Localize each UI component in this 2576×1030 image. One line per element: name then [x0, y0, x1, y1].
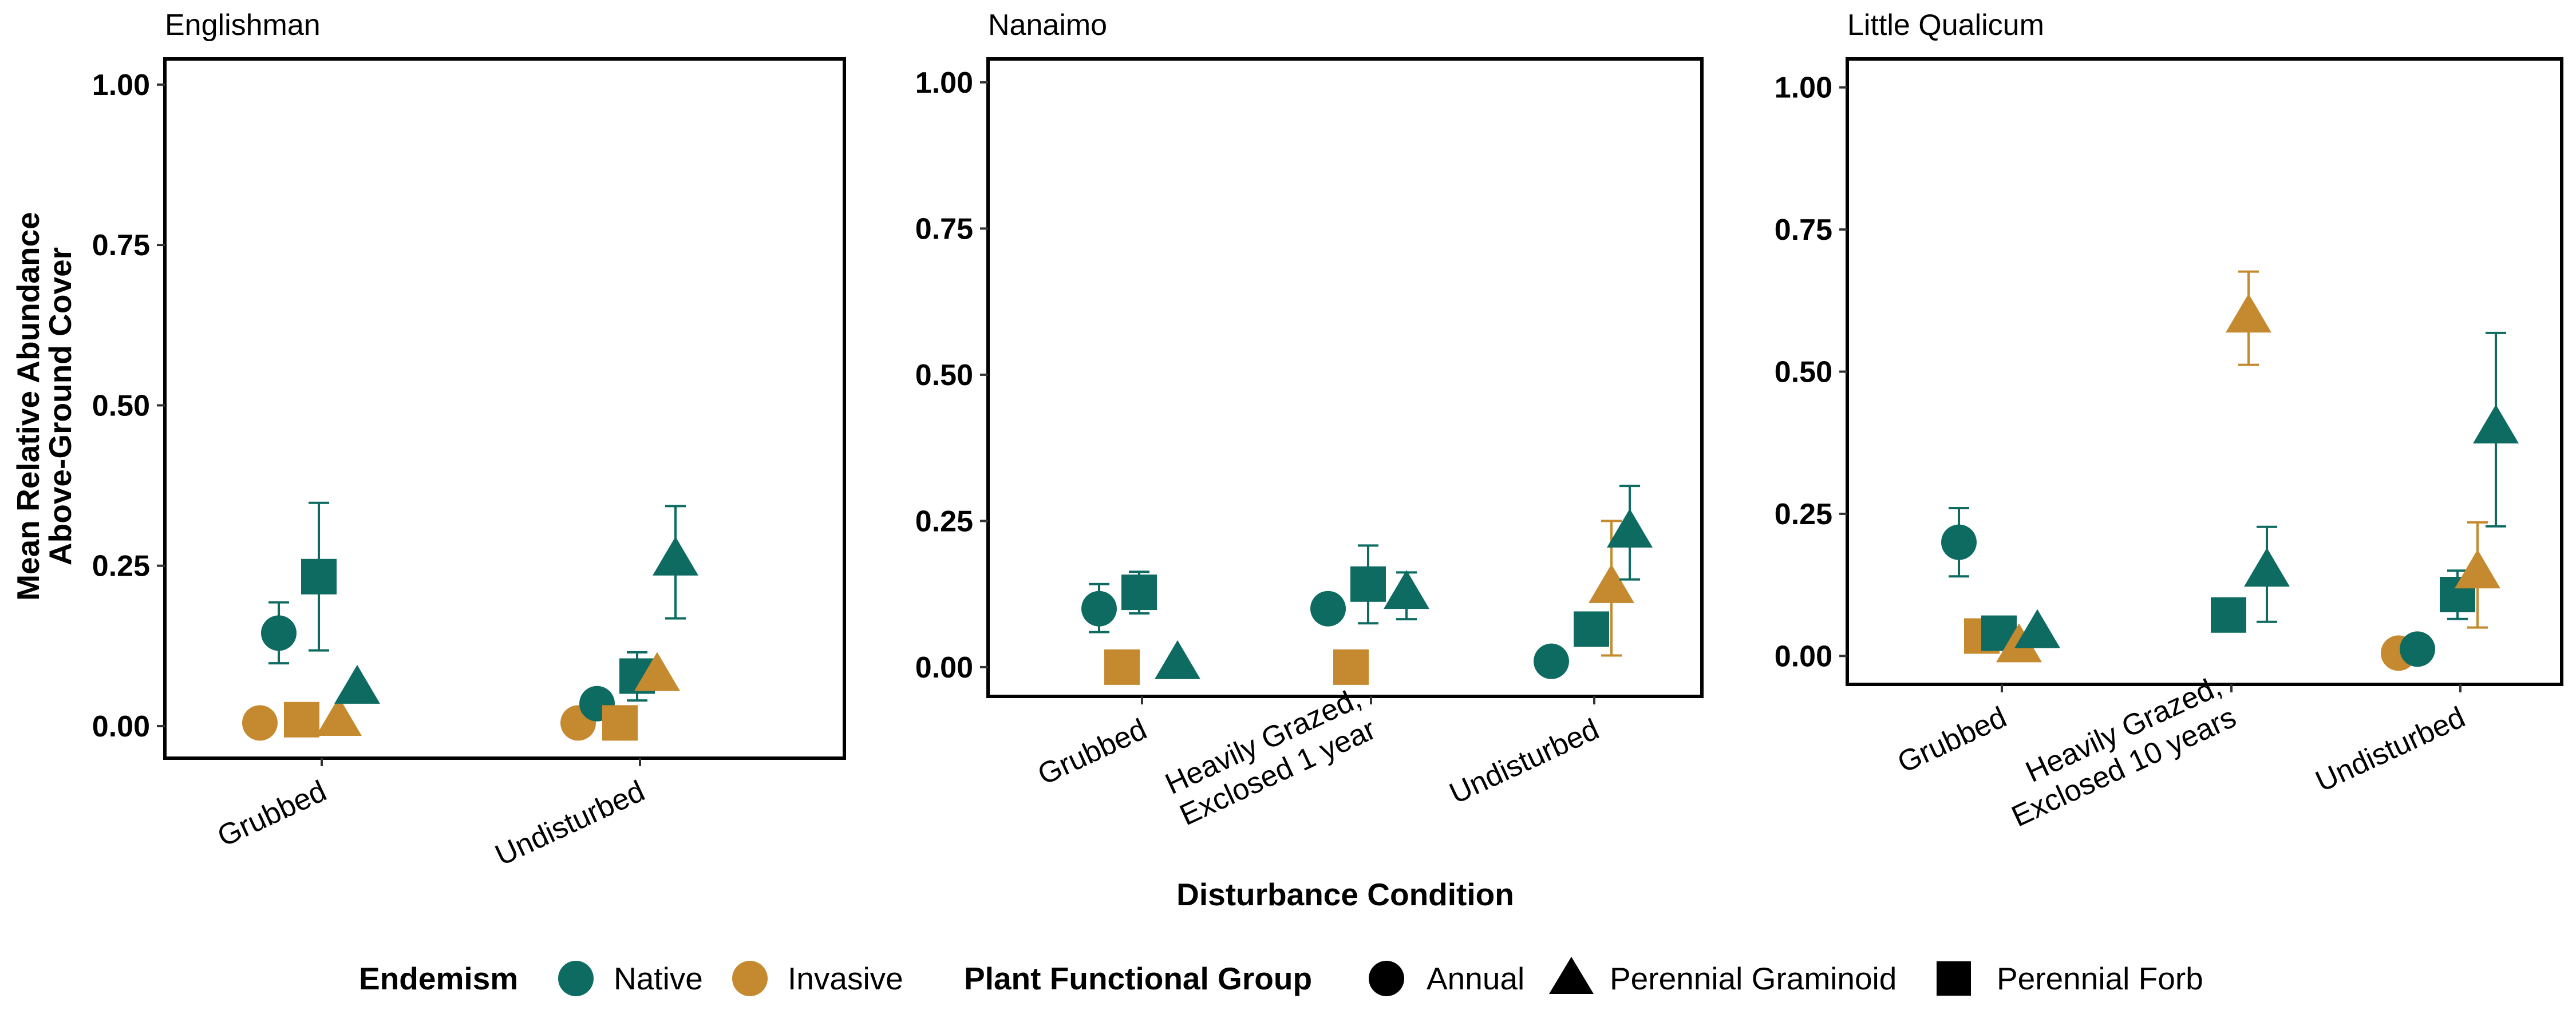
legend-annual-label: Annual [1427, 961, 1524, 996]
legend-invasive-swatch [732, 961, 768, 996]
point-native-perennial-forb [1121, 575, 1157, 610]
point-native-annual [261, 615, 297, 651]
x-axis-title: Disturbance Condition [1176, 877, 1514, 912]
y-tick-label: 0.25 [915, 505, 973, 538]
x-tick-label-heavily-grazed: Heavily Grazed,Exclosed 1 year [1160, 682, 1381, 832]
legend-graminoid-label: Perennial Graminoid [1610, 961, 1897, 996]
point-native-perennial-graminoid [334, 665, 380, 704]
point-native-perennial-graminoid [1384, 570, 1429, 609]
panel-title: Nanaimo [988, 9, 1107, 42]
legend-native-label: Native [614, 961, 703, 996]
point-native-perennial-forb [301, 559, 337, 595]
y-tick-label: 0.25 [92, 550, 150, 583]
panel-nanaimo: Nanaimo 0.00 0.25 0.50 0.75 1.00 Grubbed Heavil… [915, 9, 1702, 832]
y-axis-title-line2: Above-Ground Cover [42, 247, 78, 565]
point-native-perennial-forb [1574, 611, 1609, 647]
point-native-annual [1310, 591, 1346, 627]
point-invasive-perennial-graminoid [1589, 564, 1634, 603]
y-axis-title-line1: Mean Relative Abundance [10, 212, 46, 601]
point-invasive-perennial-forb [602, 705, 638, 740]
y-tick-label: 1.00 [915, 66, 973, 100]
legend: Endemism Native Invasive Plant Functiona… [359, 957, 2203, 996]
panel-little-qualicum: Little Qualicum 0.00 0.25 0.50 0.75 1.00 Grubb… [1775, 9, 2562, 833]
x-tick-label-grubbed: Grubbed [212, 774, 331, 853]
point-native-perennial-forb [1350, 566, 1386, 602]
x-tick-label-undisturbed: Undisturbed [490, 774, 650, 872]
legend-graminoid-swatch [1549, 957, 1594, 994]
legend-annual-swatch [1369, 961, 1404, 996]
y-tick-label: 0.75 [1775, 213, 1832, 247]
legend-forb-swatch [1937, 961, 1971, 996]
y-tick-label: 1.00 [1775, 72, 1832, 105]
point-native-annual [1081, 591, 1117, 627]
point-native-perennial-graminoid [2244, 548, 2290, 587]
point-native-perennial-forb [2211, 597, 2246, 633]
x-tick-label-grubbed: Grubbed [1893, 700, 2012, 779]
point-invasive-perennial-graminoid [2455, 549, 2500, 588]
y-tick-label: 0.00 [1775, 640, 1832, 673]
point-invasive-perennial-forb [284, 702, 319, 738]
legend-forb-label: Perennial Forb [1997, 961, 2203, 996]
point-invasive-perennial-forb [1104, 649, 1140, 685]
y-tick-label: 0.00 [915, 651, 973, 684]
x-tick-label-heavily-grazed: Heavily Grazed,Exclosed 10 years [1992, 670, 2241, 834]
y-tick-label: 0.50 [915, 359, 973, 392]
point-native-perennial-graminoid [1155, 640, 1200, 679]
y-tick-label: 0.50 [1775, 356, 1832, 389]
panel-englishman: Englishman 0.00 0.25 0.50 0.75 1.00 Grubbed Und… [92, 9, 844, 872]
y-tick-label: 0.50 [92, 389, 150, 422]
legend-pfg-title: Plant Functional Group [964, 961, 1312, 996]
legend-native-swatch [558, 961, 594, 996]
legend-invasive-label: Invasive [788, 961, 903, 996]
panel-title: Englishman [165, 9, 321, 42]
y-tick-label: 0.75 [915, 212, 973, 245]
y-tick-label: 0.25 [1775, 498, 1832, 531]
y-tick-label: 1.00 [92, 69, 150, 102]
panel-title: Little Qualicum [1847, 9, 2044, 42]
legend-endemism-title: Endemism [359, 961, 518, 996]
point-invasive-perennial-forb [1333, 649, 1369, 685]
y-tick-label: 0.75 [92, 229, 150, 262]
y-tick-label: 0.00 [92, 710, 150, 743]
x-tick-label-grubbed: Grubbed [1033, 712, 1152, 791]
plot-frame [165, 59, 844, 758]
point-native-perennial-graminoid [653, 537, 698, 576]
x-tick-label-undisturbed: Undisturbed [1444, 712, 1604, 810]
point-native-annual [1534, 644, 1569, 679]
point-native-perennial-graminoid [1607, 509, 1653, 548]
point-native-annual [1941, 525, 1977, 560]
point-invasive-perennial-graminoid [2226, 294, 2271, 332]
point-native-annual [2400, 631, 2435, 667]
point-invasive-annual [242, 705, 278, 740]
x-tick-label-undisturbed: Undisturbed [2310, 700, 2470, 798]
point-native-perennial-graminoid [2473, 405, 2519, 443]
